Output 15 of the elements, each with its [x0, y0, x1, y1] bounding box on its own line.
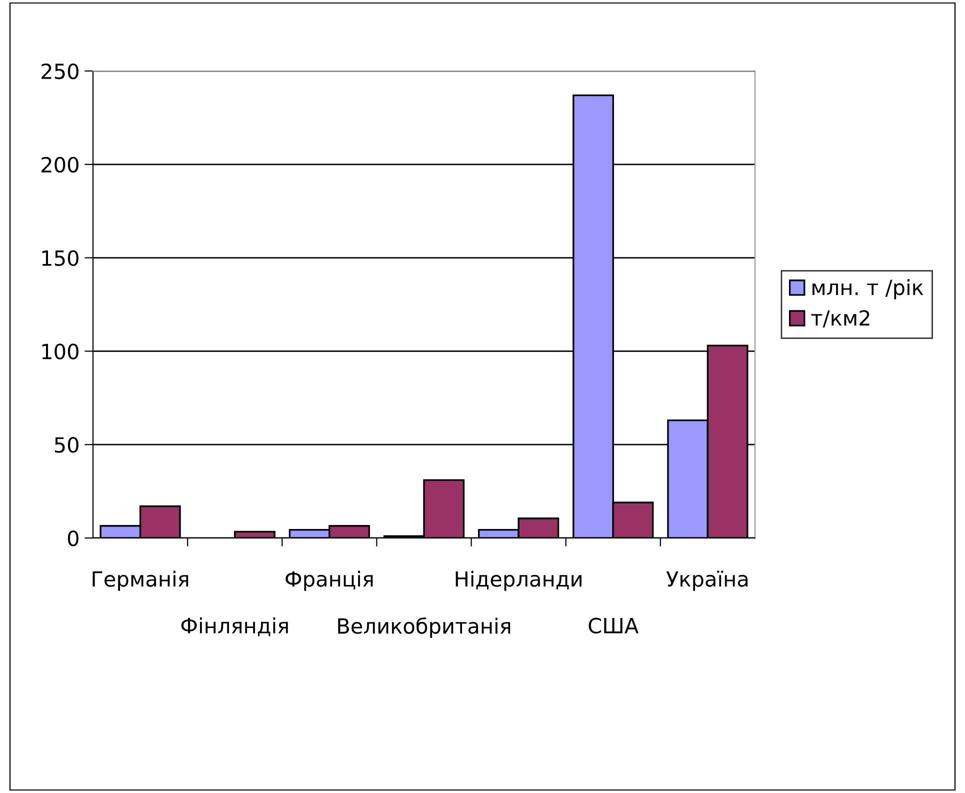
x-tick-label: Фінляндія: [181, 617, 288, 636]
legend-label: млн. т /рік: [812, 279, 924, 300]
x-tick-label: Франція: [286, 570, 373, 591]
x-tick-label: Германія: [92, 570, 188, 591]
y-tick-label: 50: [54, 437, 78, 453]
x-tick-label: Нідерланди: [456, 570, 582, 591]
x-tick-label: США: [588, 618, 639, 634]
y-tick-label: 250: [42, 63, 78, 80]
y-tick-label: 100: [42, 344, 78, 360]
y-tick-label: 0: [68, 530, 78, 546]
y-tick-label: 150: [42, 250, 78, 266]
x-tick-label: Україна: [666, 570, 748, 591]
x-tick-label: Великобританія: [338, 617, 510, 638]
legend-label: т/км2: [811, 310, 870, 328]
y-tick-label: 200: [42, 156, 78, 173]
